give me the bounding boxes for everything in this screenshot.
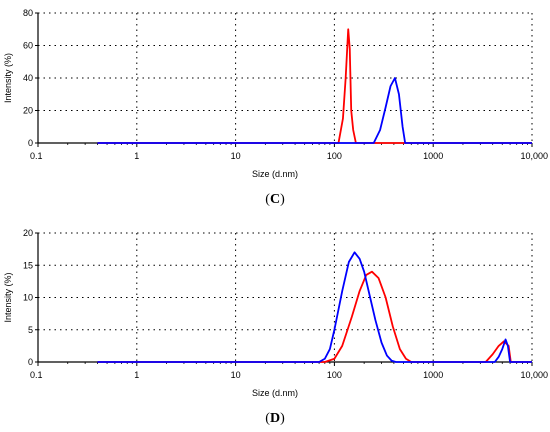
y-tick-label: 40	[23, 73, 33, 83]
x-tick-label: 10,000	[520, 151, 548, 161]
y-tick-label: 80	[23, 8, 33, 18]
x-axis-title: Size (d.nm)	[252, 169, 298, 179]
x-tick-label: 0.1	[30, 151, 43, 161]
panel-label: (C)	[265, 192, 285, 207]
y-tick-label: 0	[28, 138, 33, 148]
y-tick-label: 10	[23, 293, 33, 303]
x-tick-label: 1000	[423, 370, 443, 380]
x-tick-label: 1	[134, 151, 139, 161]
series-line-red	[97, 270, 532, 363]
series-line-red	[97, 28, 532, 144]
y-tick-label: 15	[23, 260, 33, 270]
chart-panel-c: 0 20 40 60 80 0.1 1 10 100 1000 10,000 Size (d.nm) I…	[3, 8, 548, 207]
y-tick-label: 60	[23, 41, 33, 51]
x-tick-label: 100	[327, 151, 342, 161]
series-line-blue	[97, 77, 532, 144]
x-tick-label: 10,000	[520, 370, 548, 380]
y-tick-label: 5	[28, 325, 33, 335]
x-tick-label: 0.1	[30, 370, 43, 380]
x-tick-label: 10	[231, 370, 241, 380]
x-tick-label: 1	[134, 370, 139, 380]
y-tick-label: 20	[23, 228, 33, 238]
x-tick-label: 1000	[423, 151, 443, 161]
y-tick-label: 0	[28, 357, 33, 367]
x-axis-title: Size (d.nm)	[252, 388, 298, 398]
panel-label: (D)	[265, 411, 285, 426]
y-axis-title: Intensity (%)	[3, 53, 13, 103]
y-tick-label: 20	[23, 106, 33, 116]
series-line-blue	[97, 251, 532, 363]
x-tick-label: 10	[231, 151, 241, 161]
x-tick-label: 100	[327, 370, 342, 380]
chart-panel-d: 0 5 10 15 20 0.1 1 10 100 1000 10,000 Size (d.nm) In…	[3, 228, 548, 426]
y-axis-title: Intensity (%)	[3, 272, 13, 322]
